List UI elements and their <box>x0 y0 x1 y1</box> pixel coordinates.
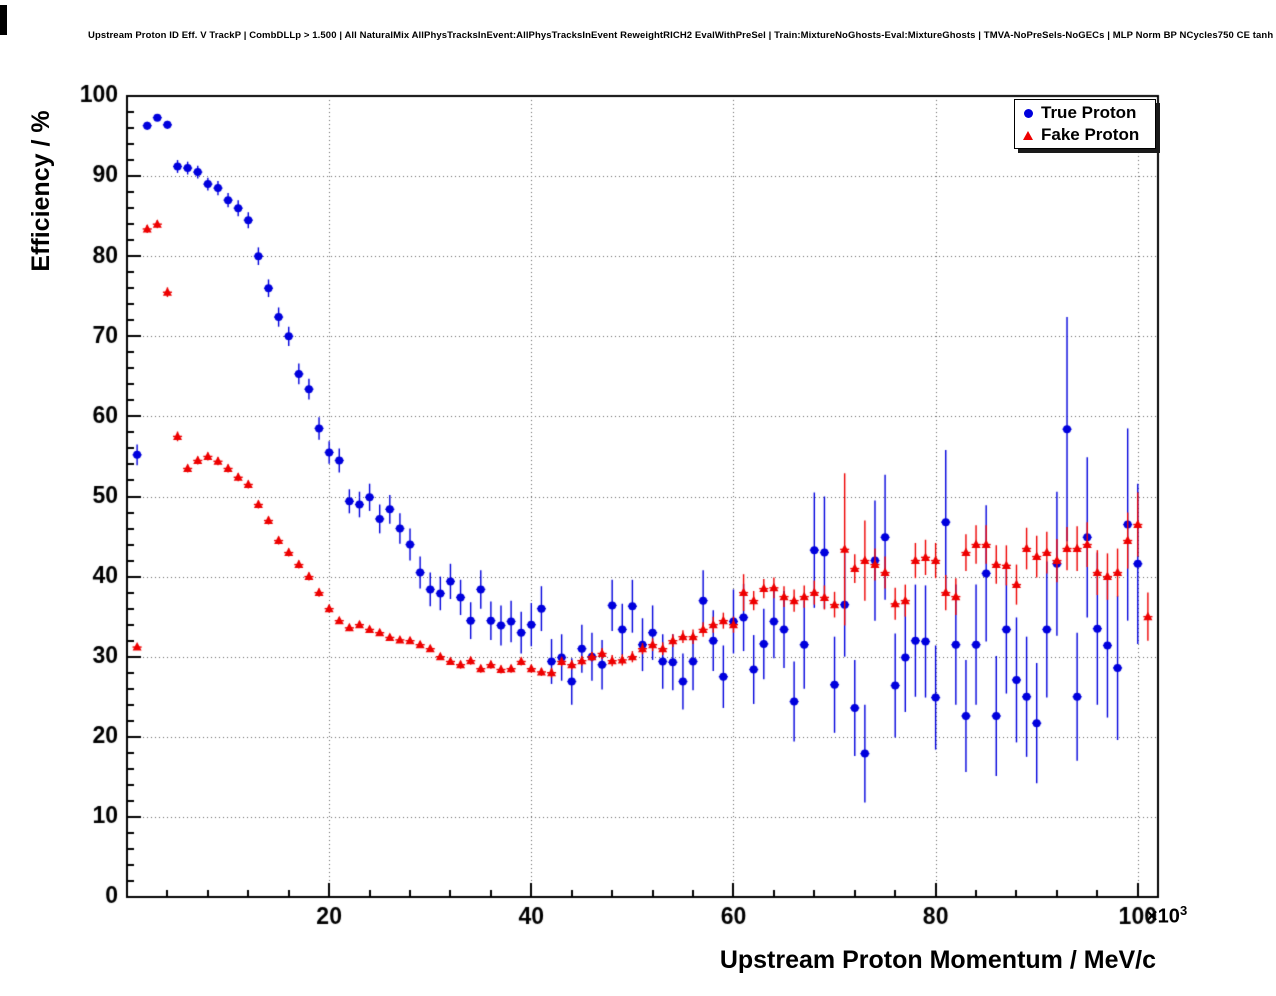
legend-item-fake-proton: Fake Proton <box>1015 124 1155 146</box>
x-axis-multiplier-base: ×10 <box>1146 905 1180 928</box>
legend-item-true-proton: True Proton <box>1015 102 1155 124</box>
fake-proton-triangle-marker-icon <box>1023 130 1033 140</box>
true-proton-circle-marker-icon <box>1023 108 1033 118</box>
x-axis-multiplier-exponent: 3 <box>1179 903 1188 918</box>
y-axis-title: Efficiency / % <box>27 110 55 272</box>
legend-label-fake-proton: Fake Proton <box>1041 125 1140 144</box>
screen-edge-artifact <box>0 5 7 35</box>
legend-marker-cell <box>1015 130 1041 140</box>
x-axis-multiplier: ×103 <box>1146 903 1187 929</box>
plot-title: Upstream Proton ID Eff. V TrackP | CombD… <box>88 30 1276 41</box>
legend-label-true-proton: True Proton <box>1041 103 1137 122</box>
legend: True Proton Fake Proton <box>1014 99 1156 149</box>
legend-marker-cell <box>1015 108 1041 118</box>
x-axis-title: Upstream Proton Momentum / MeV/c <box>719 946 1156 974</box>
